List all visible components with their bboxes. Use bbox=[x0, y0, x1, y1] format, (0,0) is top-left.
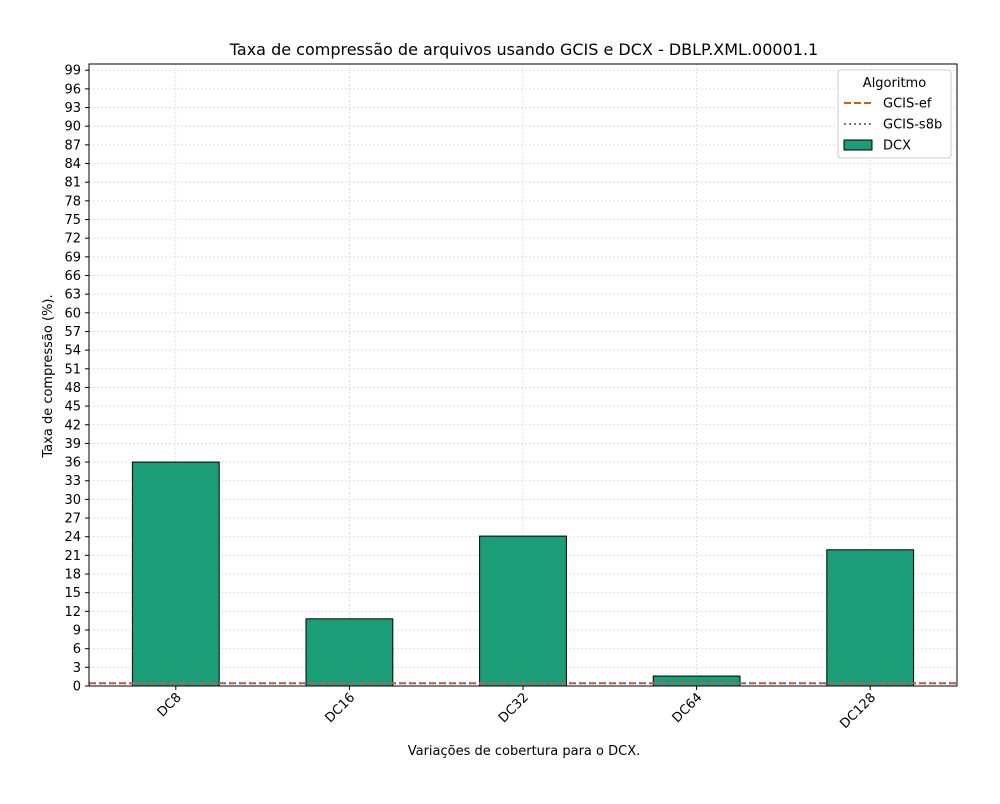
y-tick-label: 69 bbox=[64, 250, 81, 265]
y-tick-label: 54 bbox=[64, 344, 81, 359]
x-tick-label-dc8: DC8 bbox=[155, 690, 185, 720]
legend-label-gcis-s8b: GCIS-s8b bbox=[883, 118, 942, 133]
y-tick-label: 72 bbox=[64, 232, 81, 247]
y-tick-label: 42 bbox=[64, 418, 81, 433]
y-tick-label: 81 bbox=[64, 176, 81, 191]
bar-dc64 bbox=[652, 675, 741, 687]
y-tick-label: 12 bbox=[64, 605, 81, 620]
y-axis-ticks: 0369121518212427303336394245485154576063… bbox=[64, 64, 89, 695]
y-tick-label: 3 bbox=[73, 661, 81, 676]
y-tick-label: 75 bbox=[64, 213, 81, 228]
y-tick-label: 90 bbox=[64, 120, 81, 135]
chart-title: Taxa de compressão de arquivos usando GC… bbox=[229, 40, 818, 59]
y-tick-label: 63 bbox=[64, 288, 81, 303]
y-axis-label: Taxa de compressão (%). bbox=[41, 294, 56, 458]
y-tick-label: 36 bbox=[64, 456, 81, 471]
y-tick-label: 78 bbox=[64, 194, 81, 209]
y-tick-label: 51 bbox=[64, 362, 81, 377]
y-tick-label: 93 bbox=[64, 101, 81, 116]
bar-dc128 bbox=[826, 549, 915, 687]
y-tick-label: 66 bbox=[64, 269, 81, 284]
y-tick-label: 9 bbox=[73, 624, 81, 639]
x-axis-ticks: DC8 DC16 DC32 DC64 DC128 bbox=[155, 686, 879, 732]
bar-dc16 bbox=[305, 618, 394, 687]
y-tick-label: 48 bbox=[64, 381, 81, 396]
legend: Algoritmo GCIS-ef GCIS-s8b DCX bbox=[837, 69, 952, 159]
x-tick-label-dc32: DC32 bbox=[496, 690, 532, 726]
legend-title: Algoritmo bbox=[863, 76, 926, 91]
y-tick-label: 6 bbox=[73, 642, 81, 657]
y-tick-label: 39 bbox=[64, 437, 81, 452]
y-tick-label: 45 bbox=[64, 400, 81, 415]
y-tick-label: 60 bbox=[64, 306, 81, 321]
y-tick-label: 27 bbox=[64, 512, 81, 527]
y-tick-label: 84 bbox=[64, 157, 81, 172]
legend-swatch-dcx bbox=[843, 139, 873, 151]
legend-box bbox=[837, 69, 952, 159]
y-tick-label: 21 bbox=[64, 549, 81, 564]
y-tick-label: 99 bbox=[64, 64, 81, 79]
y-tick-label: 33 bbox=[64, 474, 81, 489]
legend-label-gcis-ef: GCIS-ef bbox=[883, 97, 932, 112]
y-tick-label: 30 bbox=[64, 493, 81, 508]
bar-dc32 bbox=[479, 535, 567, 687]
legend-label-dcx: DCX bbox=[883, 139, 911, 154]
y-tick-label: 87 bbox=[64, 138, 81, 153]
x-tick-label-dc128: DC128 bbox=[837, 690, 879, 732]
x-tick-label-dc16: DC16 bbox=[322, 690, 358, 726]
bars bbox=[131, 461, 915, 687]
bar-dc8 bbox=[131, 461, 220, 687]
x-tick-label-dc64: DC64 bbox=[670, 690, 706, 726]
y-tick-label: 24 bbox=[64, 530, 81, 545]
x-axis-label: Variações de cobertura para o DCX. bbox=[408, 744, 641, 759]
y-tick-label: 57 bbox=[64, 325, 81, 340]
y-tick-label: 96 bbox=[64, 82, 81, 97]
y-tick-label: 0 bbox=[73, 680, 81, 695]
y-tick-label: 18 bbox=[64, 568, 81, 583]
y-tick-label: 15 bbox=[64, 586, 81, 601]
